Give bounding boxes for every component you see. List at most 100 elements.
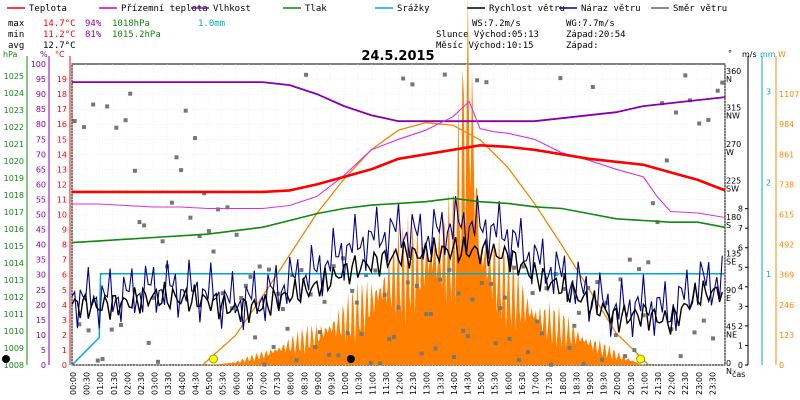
c-tick: 1 bbox=[62, 346, 67, 355]
time-tick: 20:00 bbox=[613, 372, 622, 395]
wind-direction-point bbox=[391, 334, 396, 339]
time-tick: 06:30 bbox=[246, 372, 255, 395]
humidity-line bbox=[72, 81, 726, 123]
legend-label: Tlak bbox=[305, 4, 327, 14]
ms-tick: 2 bbox=[738, 322, 743, 331]
pct-tick: 100 bbox=[31, 60, 46, 69]
wind-direction-point bbox=[77, 322, 82, 327]
hpa-unit: hPa bbox=[3, 50, 18, 59]
wind-direction-point bbox=[253, 335, 258, 340]
hpa-tick: 1017 bbox=[4, 208, 24, 217]
dir-tick-label: N bbox=[726, 75, 732, 84]
time-tick: 18:30 bbox=[572, 372, 581, 395]
pct-tick: 60 bbox=[36, 180, 46, 189]
wind-direction-point bbox=[632, 348, 637, 353]
wind-direction-point bbox=[623, 354, 628, 359]
wind-direction-point bbox=[294, 358, 299, 363]
hpa-tick: 1021 bbox=[4, 140, 24, 149]
time-tick: 11:30 bbox=[382, 372, 391, 395]
hpa-tick: 1014 bbox=[4, 259, 24, 268]
wind-direction-point bbox=[549, 362, 554, 367]
ms-tick: 3 bbox=[738, 302, 743, 311]
wind-direction-point bbox=[72, 119, 77, 123]
time-tick: 23:00 bbox=[695, 372, 704, 395]
c-tick: 0 bbox=[62, 361, 67, 370]
ms-tick: 8 bbox=[738, 205, 743, 214]
c-tick: 8 bbox=[62, 241, 67, 250]
wind-direction-point bbox=[100, 357, 105, 361]
pct-tick: 50 bbox=[36, 211, 46, 220]
time-tick: 11:00 bbox=[368, 372, 377, 395]
wind-direction-point bbox=[350, 288, 355, 293]
stats-panel: max 14.7°C 94% 1018hPa 1.0mm min 11.2°C … bbox=[8, 19, 626, 51]
wind-direction-point bbox=[114, 125, 119, 130]
wind-direction-point bbox=[701, 318, 706, 323]
w-tick: 861 bbox=[779, 150, 794, 159]
time-tick: 04:30 bbox=[191, 372, 200, 395]
time-tick: 17:00 bbox=[532, 372, 541, 395]
wind-direction-point bbox=[123, 118, 128, 123]
legend-label: Rychlost větru bbox=[489, 4, 565, 14]
wind-direction-point bbox=[479, 281, 484, 285]
legend-label: Srážky bbox=[397, 4, 430, 14]
hpa-tick: 1025 bbox=[4, 72, 24, 81]
dir-tick-deg: 180 bbox=[726, 213, 741, 222]
wind-direction-point bbox=[590, 85, 595, 89]
wind-direction-point bbox=[151, 295, 156, 300]
hpa-tick: 1009 bbox=[4, 344, 24, 353]
wind-direction-point bbox=[285, 326, 290, 331]
wind-direction-point bbox=[521, 264, 526, 269]
wind-direction-point bbox=[91, 102, 96, 107]
time-tick: 16:00 bbox=[504, 372, 513, 395]
c-tick: 7 bbox=[62, 256, 67, 265]
w-tick: 492 bbox=[779, 241, 794, 250]
hpa-tick: 1010 bbox=[4, 327, 24, 336]
wind-direction-point bbox=[220, 291, 225, 296]
legend-label: Směr větru bbox=[673, 4, 727, 14]
wind-direction-point bbox=[308, 292, 313, 297]
wind-direction-point bbox=[452, 355, 456, 359]
time-tick: 07:00 bbox=[259, 372, 268, 395]
ms-tick: 5 bbox=[738, 263, 743, 272]
wind-direction-point bbox=[438, 277, 443, 282]
c-tick: 15 bbox=[57, 135, 67, 144]
wind-direction-point bbox=[243, 283, 248, 288]
c-tick: 2 bbox=[62, 331, 67, 340]
moon-rise: Měsíc Východ:10:15 bbox=[436, 41, 534, 51]
moon-set: Západ: bbox=[566, 41, 599, 51]
pct-tick: 45 bbox=[36, 226, 46, 235]
time-tick: 12:30 bbox=[409, 372, 418, 395]
pct-tick: 55 bbox=[36, 195, 46, 204]
c-tick: 5 bbox=[62, 286, 67, 295]
wind-direction-point bbox=[442, 72, 447, 77]
mm-tick: 3 bbox=[766, 87, 771, 96]
c-tick: 3 bbox=[62, 316, 67, 325]
ms-tick: 0 bbox=[738, 361, 743, 370]
c-tick: 17 bbox=[57, 105, 67, 114]
time-tick: 07:30 bbox=[273, 372, 282, 395]
wind-direction-point bbox=[419, 351, 424, 356]
max-rain: 1.0mm bbox=[198, 19, 225, 29]
wind-direction-point bbox=[280, 307, 285, 312]
wind-direction-point bbox=[502, 295, 507, 300]
wind-direction-point bbox=[156, 359, 160, 364]
wind-direction-point bbox=[410, 82, 415, 87]
hpa-tick: 1013 bbox=[4, 276, 24, 285]
mm-unit: mm bbox=[760, 50, 776, 59]
wind-direction-point bbox=[428, 311, 433, 316]
wind-direction-point bbox=[697, 121, 702, 126]
w-tick: 0 bbox=[779, 361, 784, 370]
hpa-tick: 1019 bbox=[4, 174, 24, 183]
wind-direction-point bbox=[692, 330, 697, 335]
wind-direction-point bbox=[484, 80, 489, 85]
min-temp: 11.2°C bbox=[43, 30, 76, 40]
time-tick: 23:30 bbox=[708, 372, 717, 395]
ms-tick: 6 bbox=[738, 244, 743, 253]
wind-direction-point bbox=[618, 277, 623, 282]
wind-direction-point bbox=[637, 267, 641, 272]
wind-direction-point bbox=[641, 313, 646, 318]
pct-unit: % bbox=[40, 50, 48, 59]
dir-tick-deg: 360 bbox=[726, 67, 741, 76]
